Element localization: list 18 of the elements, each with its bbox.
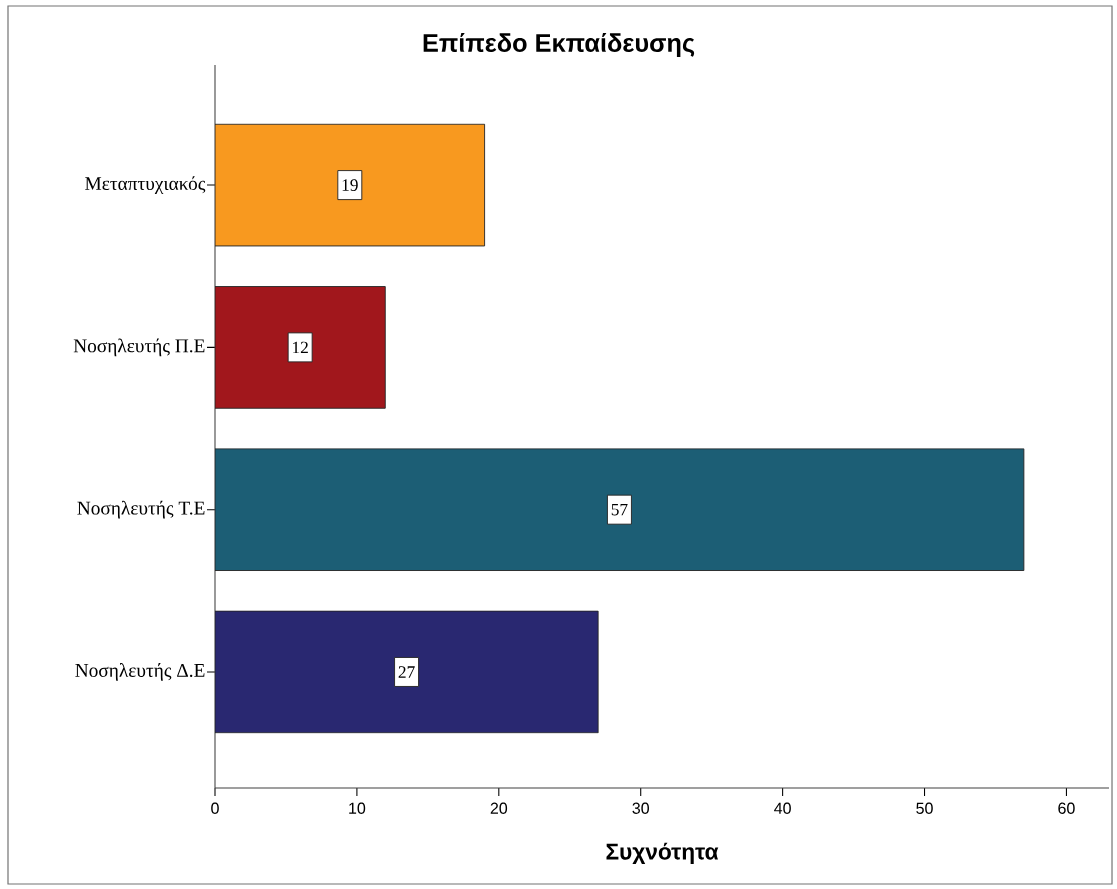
data-label: 57 [611,503,628,516]
y-tick-label: Νοσηλευτής Π.Ε [73,338,205,357]
data-label: 27 [398,666,415,678]
bar [215,448,1025,571]
y-tick-label: Μεταπτυχιακός [85,176,206,194]
x-tick-label: 20 [490,802,508,814]
x-tick-label: 0 [211,802,219,814]
y-tick-label: Νοσηλευτής Τ.Ε [77,500,205,519]
x-axis-title: Συχνότητα [606,842,719,865]
x-tick-label: 40 [774,802,791,814]
x-tick-label: 10 [349,802,366,814]
x-tick-label: 30 [632,802,649,814]
data-label: 12 [293,341,308,354]
y-tick-label: Νοσηλευτής Δ.Ε [75,663,205,681]
chart-title: Επίπεδο Εκπαίδευσης [423,33,695,57]
data-label: 19 [342,179,358,191]
x-tick-label: 60 [1058,802,1075,814]
x-tick-label: 50 [916,802,933,814]
